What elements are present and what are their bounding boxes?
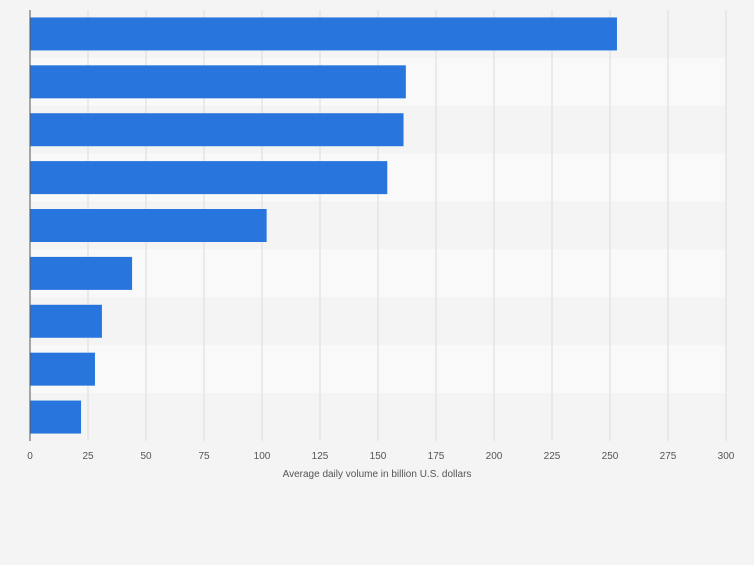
bars [30,17,617,434]
bar[interactable] [30,256,133,290]
x-tick-label: 75 [198,451,210,462]
x-tick-label: 200 [486,451,503,462]
bar[interactable] [30,65,406,99]
bar[interactable] [30,113,404,147]
bar[interactable] [30,17,617,51]
x-tick-label: 300 [718,451,735,462]
x-axis-label: Average daily volume in billion U.S. dol… [283,469,472,480]
x-tick-label: 275 [660,451,677,462]
bar[interactable] [30,161,388,195]
x-tick-label: 25 [82,451,94,462]
x-tick-label: 50 [140,451,152,462]
x-tick-label: 125 [312,451,329,462]
x-tick-label: 150 [370,451,387,462]
x-tick-label: 225 [544,451,561,462]
bar[interactable] [30,304,102,338]
bar[interactable] [30,209,267,242]
x-tick-label: 250 [602,451,619,462]
x-tick-label: 175 [428,451,445,462]
x-tick-label: 0 [27,451,33,462]
x-tick-label: 100 [254,451,271,462]
bar[interactable] [30,400,82,434]
x-tick-labels: 0 25 50 75 100 125 150 175 200 225 250 275 300 [27,451,735,462]
bar[interactable] [30,352,95,386]
